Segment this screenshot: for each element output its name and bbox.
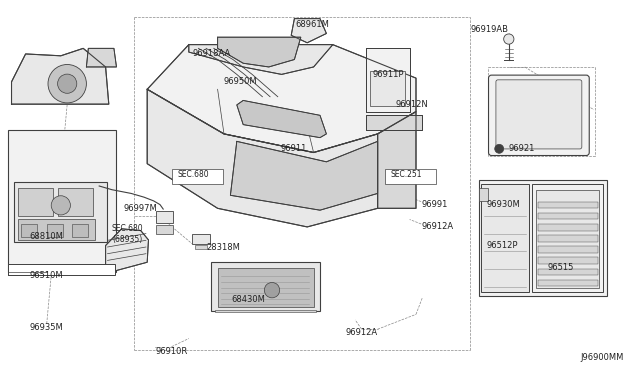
Polygon shape [12,48,109,104]
Text: 96910R: 96910R [156,347,188,356]
Text: SEC.251: SEC.251 [390,170,422,179]
Text: 96918AA: 96918AA [192,49,230,58]
Text: 96991: 96991 [421,200,447,209]
Bar [218,268,314,307]
Bar [385,169,436,184]
Text: 96935M: 96935M [30,323,63,332]
Bar [211,262,320,311]
FancyBboxPatch shape [496,80,582,149]
Text: SEC.680: SEC.680 [178,170,209,179]
Polygon shape [291,19,326,43]
Polygon shape [366,48,410,112]
Text: SEC.680: SEC.680 [112,224,143,233]
Bar [156,211,173,223]
Polygon shape [237,100,326,138]
Bar [538,235,598,242]
Circle shape [264,282,280,298]
Bar [192,234,210,244]
Bar [172,169,223,184]
FancyBboxPatch shape [488,75,589,155]
Text: 96911P: 96911P [372,70,404,79]
Circle shape [504,34,514,44]
Bar [215,310,316,312]
Text: 96912N: 96912N [396,100,428,109]
Text: 96512P: 96512P [486,241,518,250]
Text: J96900MM: J96900MM [580,353,623,362]
Polygon shape [147,45,416,153]
Bar [481,184,529,292]
Circle shape [48,64,86,103]
Bar [538,224,598,231]
Polygon shape [230,141,378,210]
Text: 96510M: 96510M [30,271,63,280]
Text: 96911: 96911 [280,144,307,153]
Text: 28318M: 28318M [206,243,240,252]
Bar [538,202,598,208]
Polygon shape [218,37,301,67]
Text: 96912A: 96912A [421,222,453,231]
Bar [47,224,63,237]
Bar [538,213,598,219]
Text: 68430M: 68430M [232,295,265,304]
Text: 96950M: 96950M [223,77,257,86]
Bar [538,257,598,264]
Polygon shape [366,115,422,130]
Circle shape [51,196,70,215]
Text: 96515: 96515 [547,263,573,272]
Polygon shape [106,229,148,273]
Text: 68810M: 68810M [30,232,63,241]
Circle shape [58,74,77,93]
Text: 96919AB: 96919AB [470,25,509,34]
Bar [8,264,115,275]
Text: 68961M: 68961M [296,20,329,29]
Bar [18,188,53,216]
Bar [18,219,95,240]
Bar [536,190,599,288]
Polygon shape [189,45,333,74]
Bar [479,188,488,201]
Bar [370,71,405,106]
Bar [58,188,93,216]
Bar [538,269,598,275]
Text: (68935): (68935) [112,235,142,244]
Bar [156,225,173,234]
Bar [21,224,37,237]
Bar [538,246,598,253]
Text: 96997M: 96997M [124,204,157,213]
Bar [72,224,88,237]
Polygon shape [147,89,378,227]
Bar [479,180,607,296]
Circle shape [495,144,504,153]
Polygon shape [378,112,416,208]
Polygon shape [86,48,116,67]
Bar [538,280,598,286]
Text: 96921: 96921 [508,144,535,153]
Bar [195,245,207,249]
Bar [8,130,116,272]
Bar [14,182,107,242]
Bar [532,184,603,292]
Text: 96930M: 96930M [486,200,520,209]
Text: 96912A: 96912A [346,328,378,337]
